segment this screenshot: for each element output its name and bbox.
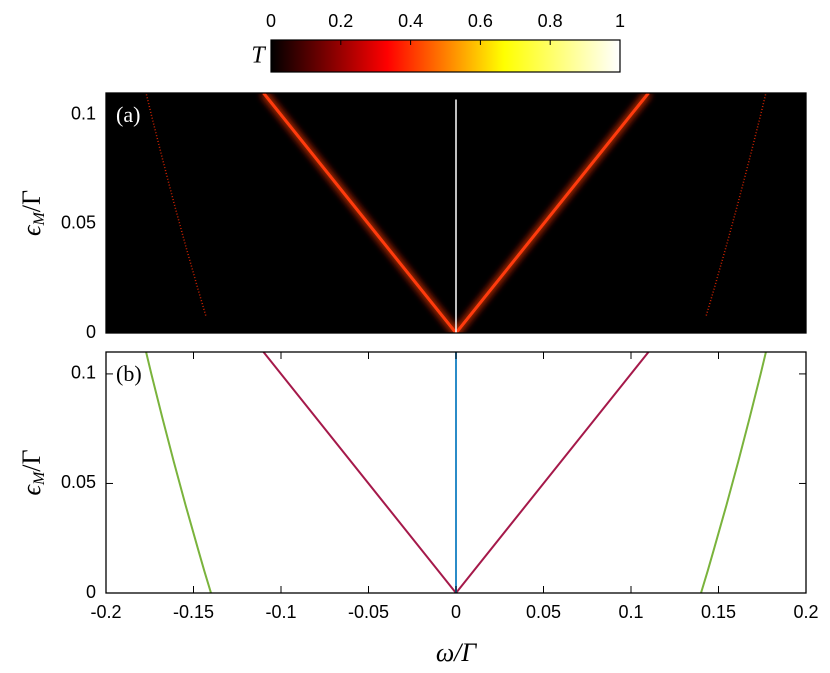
y-tick-label: 0.1: [71, 104, 96, 124]
colorbar-tick-label: 1: [615, 11, 625, 31]
y-tick-label: 0.05: [61, 472, 96, 492]
x-tick-label: -0.15: [173, 602, 214, 622]
x-tick-label: 0: [451, 602, 461, 622]
y-tick-label: 0: [86, 582, 96, 602]
heatmap-ridge: [705, 93, 767, 316]
y-axis-label-part: /Γ: [17, 190, 46, 212]
colorbar-tick-label: 0.6: [468, 11, 493, 31]
panel-label: (b): [116, 361, 142, 386]
y-axis-label-part: ϵ: [17, 224, 46, 236]
colorbar: [270, 39, 621, 73]
data-line: [145, 352, 212, 593]
y-axis-label-part: ϵ: [17, 484, 46, 496]
y-tick-label: 0: [86, 322, 96, 342]
colorbar-label: T: [251, 43, 266, 69]
colorbar-tick-label: 0.4: [398, 11, 423, 31]
x-tick-label: -0.1: [265, 602, 296, 622]
axes-frame: [105, 92, 807, 334]
x-tick-label: 0.05: [526, 602, 561, 622]
x-tick-label: -0.2: [90, 602, 121, 622]
y-axis-label-part: /Γ: [17, 449, 46, 471]
colorbar-tick-label: 0.2: [328, 11, 353, 31]
panel-label: (a): [116, 102, 140, 127]
y-axis-label: ϵM/Γ: [17, 449, 48, 495]
data-line: [700, 352, 767, 593]
y-tick-label: 0.05: [61, 213, 96, 233]
x-tick-label: -0.05: [348, 602, 389, 622]
data-line: [262, 352, 650, 593]
y-axis-label-part: M: [31, 211, 48, 227]
x-axis-label: ω/Γ: [436, 638, 478, 667]
y-axis-label: ϵM/Γ: [17, 190, 48, 236]
colorbar-tick-label: 0: [266, 11, 276, 31]
y-axis-label-part: M: [31, 470, 48, 486]
x-tick-label: 0.1: [618, 602, 643, 622]
colorbar-tick-label: 0.8: [538, 11, 563, 31]
heatmap-ridge: [262, 93, 650, 333]
x-tick-label: 0.15: [701, 602, 736, 622]
y-tick-label: 0.1: [71, 363, 96, 383]
x-tick-label: 0.2: [793, 602, 818, 622]
heatmap-ridge: [145, 93, 207, 316]
